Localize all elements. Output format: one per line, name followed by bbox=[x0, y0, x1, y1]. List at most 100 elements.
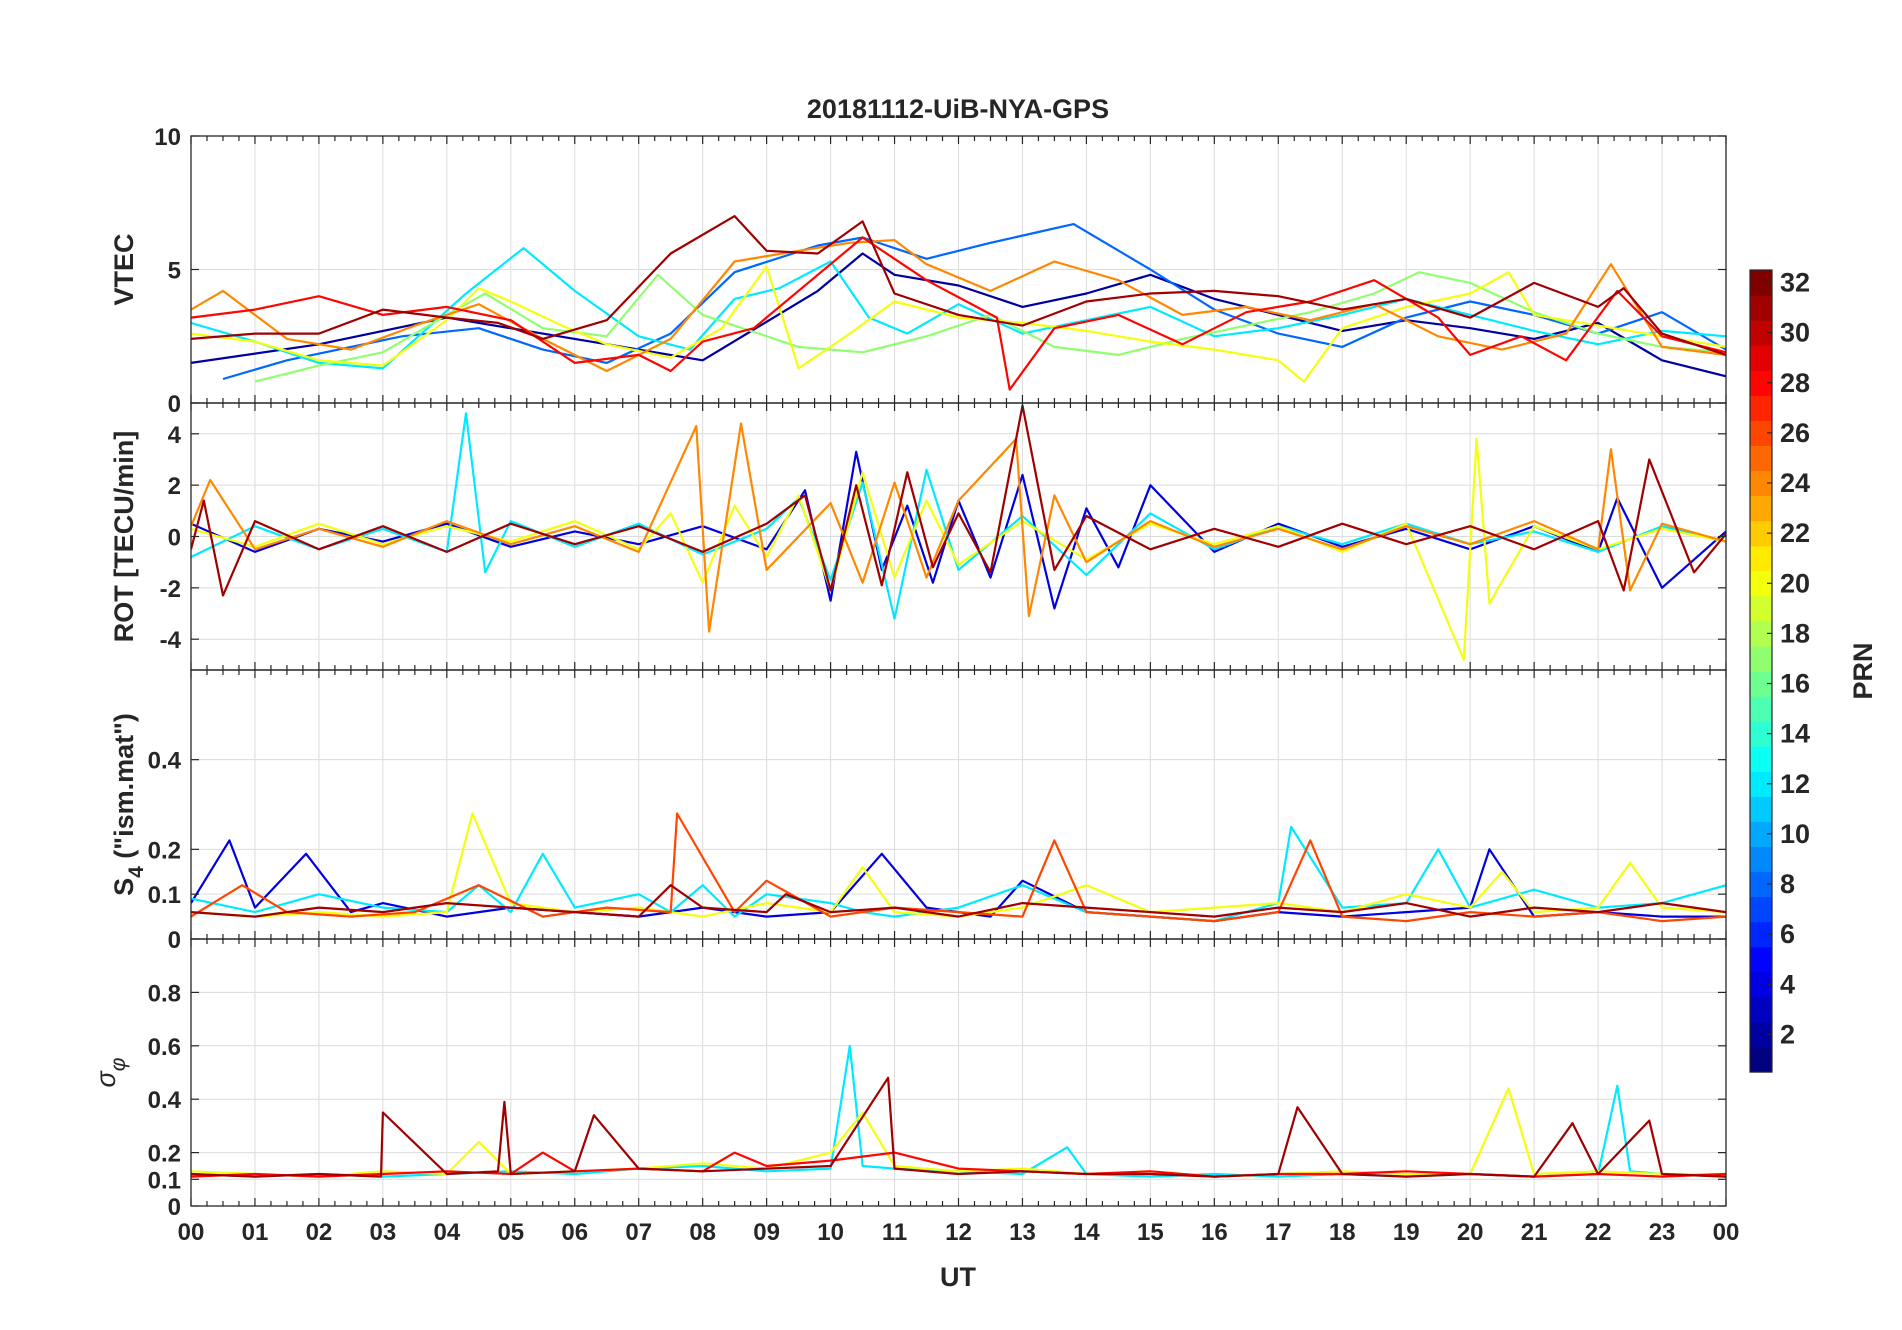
vtec-series-prn-8 bbox=[222, 223, 1726, 381]
x-tick-label: 07 bbox=[625, 1219, 652, 1246]
x-tick-label: 23 bbox=[1649, 1219, 1676, 1246]
colorbar-tick-label: 6 bbox=[1780, 919, 1795, 949]
colorbar-segment-prn-1 bbox=[1750, 1046, 1772, 1073]
colorbar-segment-prn-11 bbox=[1750, 796, 1772, 822]
colorbar-segment-prn-15 bbox=[1750, 696, 1772, 722]
sigma_phi-y-tick-label: 0.1 bbox=[148, 1167, 181, 1194]
colorbar-tick-label: 12 bbox=[1780, 769, 1810, 799]
rot-y-tick-label: 2 bbox=[168, 473, 181, 500]
colorbar-tick-label: 26 bbox=[1780, 418, 1810, 448]
s4-y-tick-label: 0.2 bbox=[148, 837, 181, 864]
rot-series-prn-24 bbox=[191, 422, 1726, 633]
x-tick-label: 22 bbox=[1585, 1219, 1612, 1246]
sigma_phi-series-prn-31 bbox=[191, 1076, 1726, 1178]
x-tick-label: 12 bbox=[945, 1219, 972, 1246]
x-tick-label: 19 bbox=[1393, 1219, 1420, 1246]
s4-panel: 00.10.20.4S4 ("ism.mat") bbox=[109, 669, 1727, 954]
rot-series-group bbox=[191, 404, 1726, 661]
colorbar-segment-prn-6 bbox=[1750, 921, 1772, 948]
colorbar-tick-label: 16 bbox=[1780, 669, 1810, 699]
colorbar-segment-prn-12 bbox=[1750, 771, 1772, 797]
s4-x-ticks bbox=[190, 670, 1727, 939]
colorbar-segment-prn-26 bbox=[1750, 420, 1772, 447]
vtec-panel: 0 5 10 VTEC bbox=[109, 124, 1727, 418]
colorbar-segment-prn-3 bbox=[1750, 996, 1772, 1023]
colorbar-segment-prn-21 bbox=[1750, 545, 1772, 572]
sigma_phi-y-tick-label: 0 bbox=[168, 1194, 181, 1221]
sigma_phi-y-tick-label: 0.6 bbox=[148, 1034, 181, 1061]
x-tick-label: 15 bbox=[1137, 1219, 1164, 1246]
colorbar-tick-label: 28 bbox=[1780, 368, 1810, 398]
colorbar-tick-label: 4 bbox=[1780, 969, 1795, 999]
chart-title: 20181112-UiB-NYA-GPS bbox=[807, 94, 1109, 124]
sigma-phi-panel: 00.10.2 0.4 0.6 0.8 σφ bbox=[91, 938, 1727, 1221]
colorbar-segment-prn-32 bbox=[1750, 270, 1772, 296]
s4-series-prn-31 bbox=[191, 884, 1726, 918]
x-tick-label: 11 bbox=[882, 1219, 907, 1246]
colorbar-label: PRN bbox=[1848, 642, 1878, 699]
colorbar-tick-label: 10 bbox=[1780, 819, 1810, 849]
sigma_phi-y-axis-label-sub: φ bbox=[107, 1057, 130, 1071]
colorbar-segment-prn-8 bbox=[1750, 871, 1772, 898]
x-tick-label: 17 bbox=[1265, 1219, 1292, 1246]
colorbar-segment-prn-10 bbox=[1750, 821, 1772, 848]
colorbar-tick-label: 14 bbox=[1780, 719, 1810, 749]
colorbar-segment-prn-4 bbox=[1750, 971, 1772, 998]
colorbar-segment-prn-13 bbox=[1750, 746, 1772, 772]
x-tick-label: 08 bbox=[689, 1219, 716, 1246]
x-tick-label: 05 bbox=[497, 1219, 524, 1246]
rot-y-tick-label: -4 bbox=[160, 627, 182, 654]
sigma_phi-y-tick-label: 0.4 bbox=[148, 1087, 182, 1114]
x-tick-label: 10 bbox=[817, 1219, 844, 1246]
vtec-x-ticks bbox=[190, 136, 1727, 403]
rot-y-axis-label: ROT [TECU/min] bbox=[109, 431, 139, 642]
sigma_phi-series-prn-20 bbox=[191, 1087, 1726, 1178]
x-tick-label: 04 bbox=[433, 1219, 460, 1246]
colorbar-tick-label: 8 bbox=[1780, 869, 1795, 899]
vtec-series-prn-28 bbox=[191, 236, 1726, 391]
rot-x-ticks bbox=[190, 403, 1727, 670]
x-tick-label: 13 bbox=[1009, 1219, 1036, 1246]
colorbar-segment-prn-16 bbox=[1750, 671, 1772, 697]
colorbar-segment-prn-27 bbox=[1750, 395, 1772, 421]
x-axis: 00 01 02 03 04 05 06 07 08 09 10 11 12 13 14 15 16 17 18 19… bbox=[178, 1219, 1740, 1246]
colorbar-segment-prn-24 bbox=[1750, 470, 1772, 497]
rot-series-prn-12 bbox=[191, 412, 1726, 620]
colorbar-tick-label: 20 bbox=[1780, 568, 1810, 598]
x-tick-label: 09 bbox=[753, 1219, 780, 1246]
vtec-y-tick-label: 0 bbox=[168, 391, 181, 418]
sigma_phi-y-tick-label: 0.8 bbox=[148, 980, 181, 1007]
colorbar-segment-prn-29 bbox=[1750, 345, 1772, 371]
x-axis-label: UT bbox=[940, 1262, 976, 1292]
colorbar-tick-label: 22 bbox=[1780, 518, 1810, 548]
colorbar-segment-prn-23 bbox=[1750, 495, 1772, 522]
vtec-series-prn-20 bbox=[191, 265, 1726, 383]
colorbar-tick-label: 2 bbox=[1780, 1019, 1795, 1049]
rot-y-tick-label: -2 bbox=[160, 576, 181, 603]
s4-y-tick-label: 0 bbox=[168, 927, 181, 954]
s4-y-axis-label-rest: ("ism.mat") bbox=[109, 713, 139, 866]
sigma_phi-y-axis-label-main: σ bbox=[91, 1070, 121, 1088]
colorbar-tick-label: 18 bbox=[1780, 618, 1810, 648]
x-tick-label: 14 bbox=[1073, 1219, 1100, 1246]
s4-y-tick-label: 0.4 bbox=[148, 748, 182, 775]
x-tick-label: 03 bbox=[370, 1219, 397, 1246]
colorbar-segment-prn-5 bbox=[1750, 946, 1772, 973]
rot-y-tick-label: 0 bbox=[168, 525, 181, 552]
s4-series-prn-26 bbox=[191, 812, 1726, 923]
colorbar-segment-prn-31 bbox=[1750, 295, 1772, 321]
colorbar-segment-prn-30 bbox=[1750, 320, 1772, 346]
colorbar-segment-prn-22 bbox=[1750, 520, 1772, 547]
x-tick-label: 21 bbox=[1521, 1219, 1548, 1246]
vtec-series-prn-12 bbox=[191, 247, 1726, 370]
s4-y-tick-label: 0.1 bbox=[148, 882, 181, 909]
x-tick-label: 00 bbox=[178, 1219, 205, 1246]
colorbar-segment-prn-7 bbox=[1750, 896, 1772, 923]
colorbar-segment-prn-28 bbox=[1750, 370, 1772, 396]
colorbar-frame bbox=[1749, 269, 1773, 1073]
colorbar-tick-label: 24 bbox=[1780, 468, 1810, 498]
s4-y-axis-label-main: S bbox=[109, 878, 139, 896]
